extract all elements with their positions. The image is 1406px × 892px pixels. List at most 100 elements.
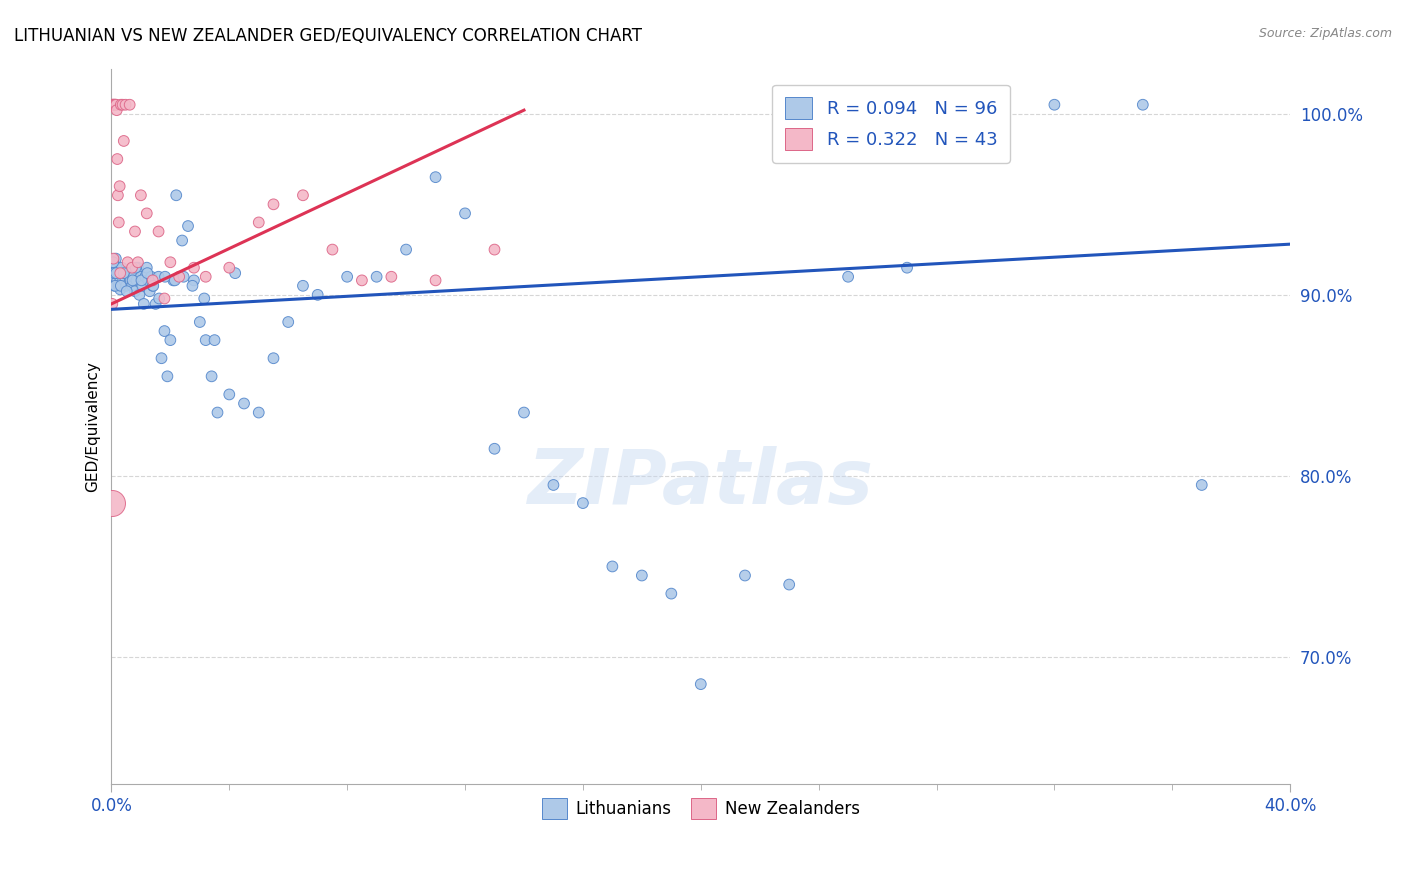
Point (188, 315, 211, 329)
Point (167, 269, 190, 284)
Point (247, 215, 270, 229)
Point (101, 496, 124, 510)
Point (132, 297, 155, 311)
Point (111, 97, 134, 112)
Point (659, 586, 682, 600)
Point (141, 269, 163, 284)
Point (153, 269, 176, 284)
Point (103, 252, 125, 266)
Y-axis label: GED/Equivalency: GED/Equivalency (86, 360, 100, 491)
Point (103, 97, 125, 112)
Point (117, 266, 139, 280)
Point (194, 269, 217, 284)
Point (134, 269, 156, 284)
Point (131, 278, 153, 293)
Point (233, 396, 256, 410)
Point (142, 273, 165, 287)
Point (263, 351, 285, 366)
Point (110, 282, 132, 296)
Point (734, 568, 756, 582)
Point (101, 255, 124, 269)
Point (108, 179, 131, 194)
Point (159, 333, 181, 347)
Point (110, 266, 132, 280)
Point (321, 243, 343, 257)
Point (114, 269, 136, 284)
Point (163, 273, 186, 287)
Point (129, 269, 152, 284)
Point (112, 273, 135, 287)
Point (183, 260, 205, 275)
Point (207, 405, 229, 419)
Point (104, 278, 127, 293)
Point (778, 577, 800, 591)
Point (107, 215, 129, 229)
Point (454, 206, 477, 220)
Point (395, 243, 418, 257)
Point (136, 266, 159, 280)
Point (121, 278, 143, 293)
Point (513, 405, 536, 419)
Text: Source: ZipAtlas.com: Source: ZipAtlas.com (1258, 27, 1392, 40)
Point (1132, 97, 1154, 112)
Point (1043, 97, 1066, 112)
Point (148, 225, 170, 239)
Point (105, 152, 128, 166)
Point (380, 269, 402, 284)
Point (201, 369, 224, 384)
Point (104, 97, 127, 112)
Point (177, 219, 200, 233)
Point (218, 260, 240, 275)
Point (124, 284, 146, 298)
Point (148, 292, 170, 306)
Point (120, 273, 142, 287)
Point (114, 97, 136, 112)
Point (896, 260, 918, 275)
Point (115, 278, 138, 293)
Point (159, 255, 181, 269)
Point (112, 266, 135, 280)
Point (183, 273, 205, 287)
Point (124, 260, 146, 275)
Point (107, 266, 129, 280)
Point (105, 97, 128, 112)
Point (131, 273, 153, 287)
Point (135, 260, 157, 275)
Point (277, 315, 299, 329)
Point (484, 243, 506, 257)
Point (602, 559, 624, 574)
Point (142, 278, 165, 293)
Point (104, 252, 127, 266)
Point (350, 273, 373, 287)
Point (150, 351, 173, 366)
Point (105, 260, 128, 275)
Point (247, 405, 270, 419)
Legend: Lithuanians, New Zealanders: Lithuanians, New Zealanders (536, 792, 866, 825)
Point (1191, 478, 1213, 492)
Point (103, 266, 125, 280)
Point (631, 568, 654, 582)
Point (111, 260, 134, 275)
Point (107, 278, 129, 293)
Point (103, 278, 125, 293)
Point (291, 278, 314, 293)
Point (263, 197, 285, 211)
Text: LITHUANIAN VS NEW ZEALANDER GED/EQUIVALENCY CORRELATION CHART: LITHUANIAN VS NEW ZEALANDER GED/EQUIVALE… (14, 27, 643, 45)
Point (172, 234, 194, 248)
Point (117, 255, 139, 269)
Point (125, 273, 148, 287)
Point (121, 273, 143, 287)
Point (224, 266, 246, 280)
Text: ZIPatlas: ZIPatlas (527, 446, 873, 520)
Point (543, 478, 565, 492)
Point (107, 188, 129, 202)
Point (138, 284, 160, 298)
Point (110, 97, 132, 112)
Point (204, 333, 226, 347)
Point (162, 273, 184, 287)
Point (108, 269, 131, 284)
Point (124, 225, 146, 239)
Point (165, 188, 187, 202)
Point (104, 97, 127, 112)
Point (425, 273, 447, 287)
